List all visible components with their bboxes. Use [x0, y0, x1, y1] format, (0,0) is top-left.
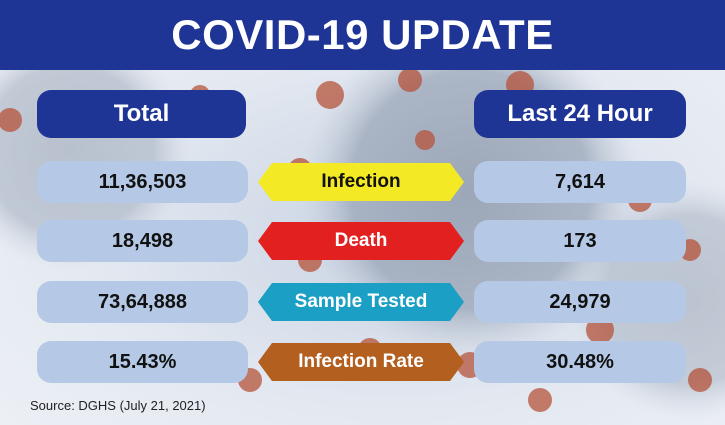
total-infection-value: 11,36,503 — [37, 161, 248, 203]
last-24-hour-column-header: Last 24 Hour — [474, 90, 686, 138]
title-banner: COVID-19 UPDATE — [0, 0, 725, 70]
page-title: COVID-19 UPDATE — [171, 11, 554, 58]
last24-infection-value: 7,614 — [474, 161, 686, 203]
last24-death-value: 173 — [474, 220, 686, 262]
death-label-tag: Death — [258, 222, 464, 260]
last24-infection-rate-value: 30.48% — [474, 341, 686, 383]
infection-rate-label-tag: Infection Rate — [258, 343, 464, 381]
infection-label-tag: Infection — [258, 163, 464, 201]
infection-label: Infection — [321, 171, 401, 192]
infection-rate-label: Infection Rate — [298, 351, 424, 372]
infection-rate-tag-shape — [258, 343, 464, 381]
infection-tag-shape — [258, 163, 464, 201]
last24-sample-tested-value: 24,979 — [474, 281, 686, 323]
total-death-value: 18,498 — [37, 220, 248, 262]
sample-tested-tag-shape — [258, 283, 464, 321]
death-tag-shape — [258, 222, 464, 260]
source-note: Source: DGHS (July 21, 2021) — [30, 398, 206, 413]
sample-tested-label: Sample Tested — [294, 291, 428, 312]
total-infection-rate-value: 15.43% — [37, 341, 248, 383]
total-sample-tested-value: 73,64,888 — [37, 281, 248, 323]
total-column-header: Total — [37, 90, 246, 138]
death-label: Death — [334, 230, 388, 251]
sample-tested-label-tag: Sample Tested — [258, 283, 464, 321]
